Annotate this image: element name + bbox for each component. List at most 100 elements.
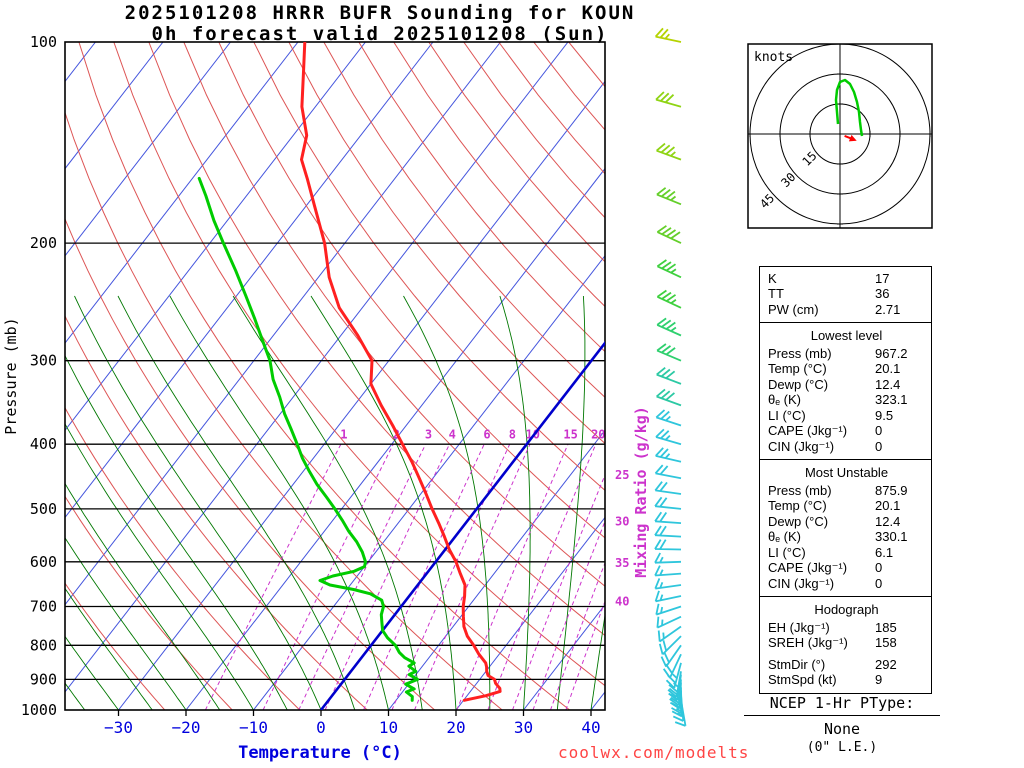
stat-value: 6.1: [875, 544, 894, 560]
stats-section-header: Lowest level: [810, 327, 883, 343]
svg-text:400: 400: [30, 435, 57, 453]
stat-label: CAPE (Jkg⁻¹): [768, 560, 848, 575]
svg-text:20: 20: [591, 427, 605, 441]
dewpoint-curve: [197, 176, 420, 702]
stat-label: SREH (Jkg⁻¹): [768, 635, 848, 650]
stat-row: TT 36: [768, 286, 925, 302]
temperature-axis-label: Temperature (°C): [238, 743, 402, 763]
storm-motion-arrow: [844, 134, 857, 142]
chart-subtitle: 0h forecast valid 2025101208 (Sun): [151, 23, 609, 45]
stat-value: 20.1: [875, 498, 901, 513]
stats-panel: K 17 TT 36 PW (cm) 2.71 Lowest level Press (mb)…: [759, 265, 932, 694]
isotherm-lines: [65, 42, 605, 710]
stat-value: 875.9: [875, 482, 908, 498]
stat-row: CIN (Jkg⁻¹) 0: [768, 439, 925, 455]
stat-row: θₑ (K) 323.1: [768, 392, 925, 408]
chart-title: 2025101208 HRRR BUFR Sounding for KOUN: [124, 2, 636, 24]
svg-text:−30: −30: [104, 718, 133, 737]
svg-text:900: 900: [30, 670, 57, 688]
stat-value: 12.4: [875, 376, 901, 392]
stat-value: 20.1: [875, 361, 901, 376]
ptype-note: (0" L.E.): [806, 740, 878, 755]
stat-label: Press (mb): [768, 482, 832, 498]
svg-text:8: 8: [509, 427, 516, 441]
stat-row: Press (mb) 967.2: [768, 346, 925, 362]
stat-label: Temp (°C): [768, 498, 827, 513]
stats-section-header: Most Unstable: [804, 464, 889, 480]
ptype-title: NCEP 1-Hr PType:: [744, 694, 940, 716]
stat-row: LI (°C) 9.5: [768, 408, 925, 424]
pressure-axis-label: Pressure (mb): [2, 317, 20, 434]
temperature-axis-ticks: [117, 710, 592, 716]
ptype-value: None: [823, 720, 861, 738]
stat-label: θₑ (K): [768, 392, 802, 407]
hodograph-rings: [748, 44, 932, 228]
svg-text:−20: −20: [172, 718, 201, 737]
ptype-block: NCEP 1-Hr PType: None (0" L.E.): [744, 694, 940, 755]
stat-value: 967.2: [875, 345, 908, 361]
stat-value: 0: [875, 438, 883, 454]
temperature-curve: [300, 42, 502, 702]
svg-text:25: 25: [615, 468, 629, 482]
watermark-text: coolwx.com/modelts: [558, 743, 750, 762]
stat-value: 36: [875, 286, 890, 301]
stat-value: 292: [875, 656, 897, 672]
stats-section-hodograph: Hodograph EH (Jkg⁻¹) 185 SREH (Jkg⁻¹) 158 Stm…: [759, 595, 932, 694]
stat-label: Press (mb): [768, 345, 832, 361]
svg-text:4: 4: [449, 427, 456, 441]
stats-section-most-unstable: Most Unstable Press (mb) 875.9 Temp (°C) 20.…: [759, 458, 932, 597]
stat-label: K: [768, 270, 777, 286]
svg-text:1000: 1000: [21, 701, 57, 719]
stat-label: StmSpd (kt): [768, 672, 837, 687]
svg-text:40: 40: [581, 718, 600, 737]
stat-value: 0: [875, 423, 883, 438]
stat-row: θₑ (K) 330.1: [768, 529, 925, 545]
svg-text:200: 200: [30, 234, 57, 252]
stat-row: Dewp (°C) 12.4: [768, 377, 925, 393]
stat-row: CIN (Jkg⁻¹) 0: [768, 576, 925, 592]
stat-row: CAPE (Jkg⁻¹) 0: [768, 560, 925, 576]
stat-label: EH (Jkg⁻¹): [768, 619, 830, 635]
stat-value: 0: [875, 575, 883, 591]
stat-label: LI (°C): [768, 544, 806, 560]
svg-text:35: 35: [615, 556, 629, 570]
stat-value: 330.1: [875, 529, 908, 544]
stat-row: SREH (Jkg⁻¹) 158: [768, 635, 925, 651]
stat-row: StmSpd (kt) 9: [768, 672, 925, 688]
svg-text:1: 1: [340, 427, 347, 441]
stat-value: 323.1: [875, 392, 908, 407]
svg-text:40: 40: [615, 595, 629, 609]
svg-text:3: 3: [425, 427, 432, 441]
stat-label: Dewp (°C): [768, 513, 829, 529]
svg-text:300: 300: [30, 352, 57, 370]
svg-text:6: 6: [483, 427, 490, 441]
stat-label: Dewp (°C): [768, 376, 829, 392]
stat-label: θₑ (K): [768, 529, 802, 544]
svg-text:30: 30: [514, 718, 533, 737]
hodograph-units-label: knots: [754, 50, 793, 65]
stat-label: CIN (Jkg⁻¹): [768, 575, 835, 591]
plot-border: [64, 41, 606, 711]
stat-value: 9.5: [875, 407, 894, 423]
svg-text:30: 30: [615, 514, 629, 528]
stat-value: 2.71: [875, 301, 901, 317]
stat-row: Press (mb) 875.9: [768, 483, 925, 499]
stats-section-lowest-level: Lowest level Press (mb) 967.2 Temp (°C) 20.1…: [759, 321, 932, 460]
svg-text:0: 0: [316, 718, 326, 737]
zero-isotherm-line: [319, 340, 605, 710]
stat-label: Temp (°C): [768, 361, 827, 376]
stat-value: 9: [875, 672, 883, 687]
stat-value: 158: [875, 635, 897, 650]
stat-label: CIN (Jkg⁻¹): [768, 438, 835, 454]
stat-value: 17: [875, 270, 890, 286]
stat-row: Dewp (°C) 12.4: [768, 514, 925, 530]
stat-row: LI (°C) 6.1: [768, 545, 925, 561]
svg-text:20: 20: [446, 718, 465, 737]
svg-text:600: 600: [30, 553, 57, 571]
stat-value: 0: [875, 560, 883, 575]
stats-section-indices: K 17 TT 36 PW (cm) 2.71: [759, 265, 932, 323]
stat-row: Temp (°C) 20.1: [768, 361, 925, 377]
stat-row: CAPE (Jkg⁻¹) 0: [768, 423, 925, 439]
